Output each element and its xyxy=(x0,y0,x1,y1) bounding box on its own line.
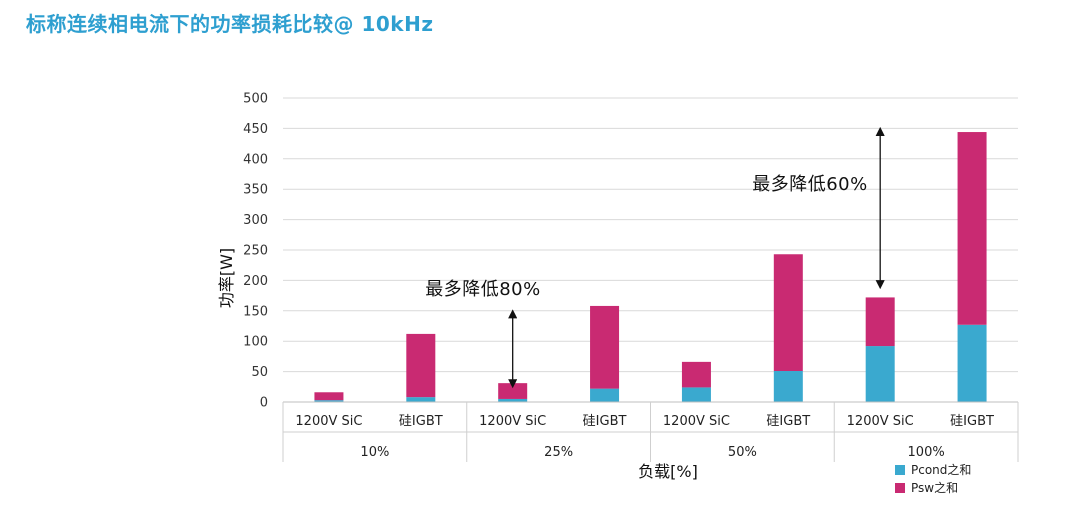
bar-segment-psw xyxy=(865,297,895,347)
category-label: 硅IGBT xyxy=(950,414,994,429)
y-tick-label: 100 xyxy=(243,335,268,350)
y-tick-label: 450 xyxy=(243,122,268,137)
bar-segment-psw xyxy=(406,333,436,398)
bar-segment-psw xyxy=(590,305,620,389)
group-label: 50% xyxy=(728,445,757,460)
y-tick-label: 400 xyxy=(243,152,268,167)
category-label: 硅IGBT xyxy=(583,414,627,429)
bar-segment-pcond xyxy=(498,398,528,402)
legend-label: Pcond之和 xyxy=(911,463,971,477)
y-tick-label: 250 xyxy=(243,244,268,259)
category-label: 硅IGBT xyxy=(399,414,443,429)
bar-segment-psw xyxy=(314,392,344,401)
bar-segment-psw xyxy=(681,361,711,388)
bar-segment-pcond xyxy=(957,324,987,402)
category-label: 1200V SiC xyxy=(295,414,362,429)
bar-segment-pcond xyxy=(590,388,620,402)
bar-segment-psw xyxy=(773,254,803,371)
group-label: 100% xyxy=(908,445,945,460)
y-tick-label: 300 xyxy=(243,213,268,228)
category-label: 硅IGBT xyxy=(766,414,810,429)
bar-segment-psw xyxy=(498,383,528,399)
group-label: 25% xyxy=(544,445,573,460)
bar-segment-pcond xyxy=(681,387,711,402)
legend-swatch-pcond xyxy=(895,465,905,475)
x-axis-label: 负载[%] xyxy=(638,462,698,481)
bar-segment-pcond xyxy=(865,346,895,402)
group-label: 10% xyxy=(360,445,389,460)
legend-swatch-psw xyxy=(895,483,905,493)
legend-label: Psw之和 xyxy=(911,481,958,495)
y-tick-label: 500 xyxy=(243,92,268,107)
page-title: 标称连续相电流下的功率损耗比较@ 10kHz xyxy=(26,12,434,36)
y-axis-label: 功率[W] xyxy=(217,248,236,308)
bar-segment-pcond xyxy=(314,400,344,402)
y-tick-label: 0 xyxy=(260,396,268,411)
bar-segment-pcond xyxy=(773,370,803,402)
y-tick-label: 200 xyxy=(243,274,268,289)
category-label: 1200V SiC xyxy=(663,414,730,429)
y-tick-label: 350 xyxy=(243,183,268,198)
y-tick-label: 50 xyxy=(251,365,268,380)
y-tick-label: 150 xyxy=(243,304,268,319)
annotation-label: 最多降低80% xyxy=(425,279,541,300)
bar-segment-pcond xyxy=(406,397,436,402)
category-label: 1200V SiC xyxy=(479,414,546,429)
category-label: 1200V SiC xyxy=(847,414,914,429)
annotation-label: 最多降低60% xyxy=(752,174,868,195)
bar-segment-psw xyxy=(957,132,987,325)
